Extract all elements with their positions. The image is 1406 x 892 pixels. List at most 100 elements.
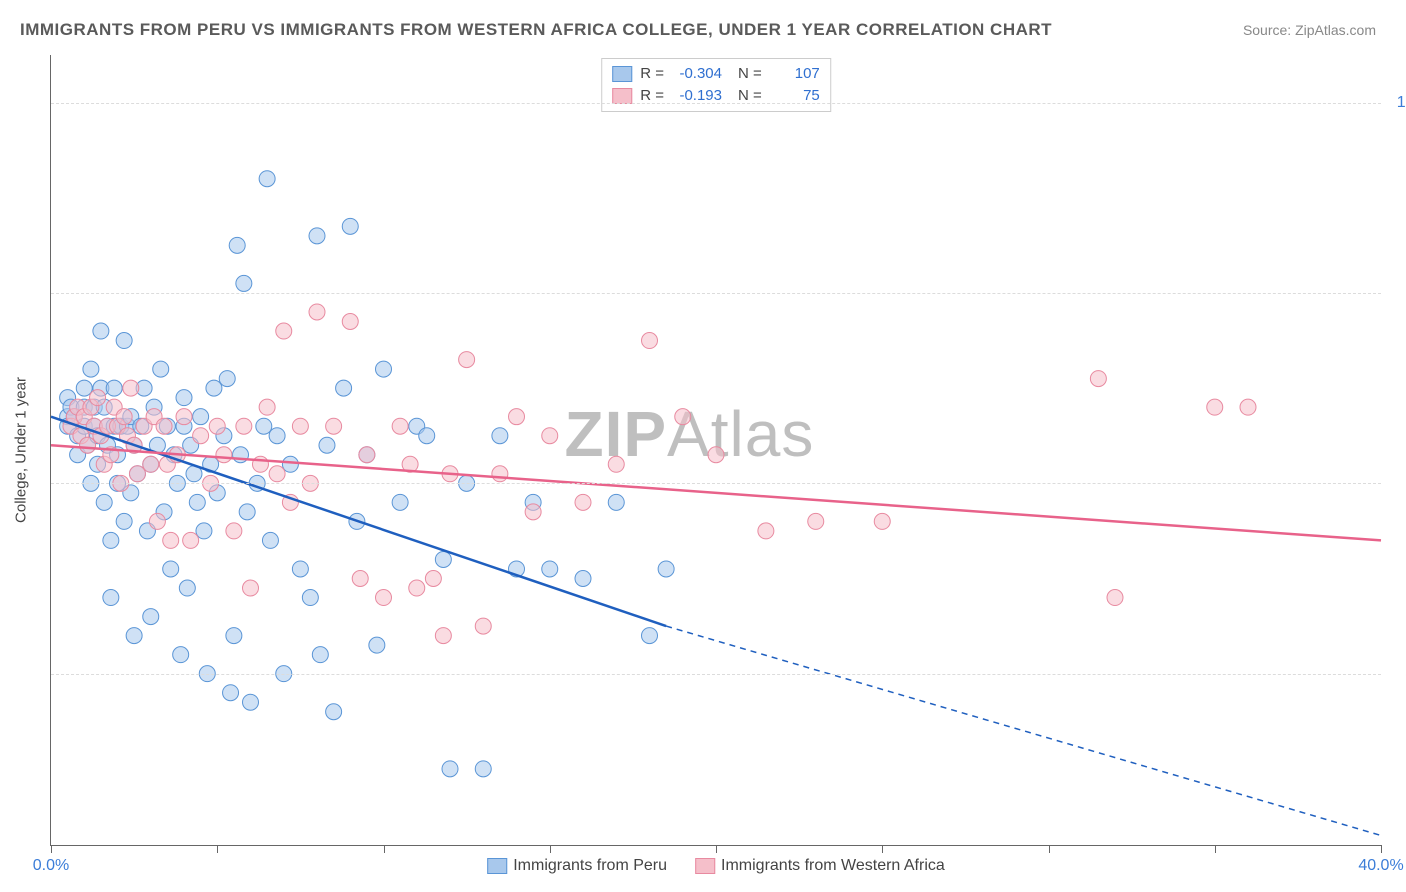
scatter-point-wafrica [376, 590, 392, 606]
scatter-point-wafrica [509, 409, 525, 425]
scatter-point-wafrica [642, 333, 658, 349]
scatter-point-wafrica [708, 447, 724, 463]
swatch-icon [612, 66, 632, 82]
scatter-point-wafrica [874, 513, 890, 529]
scatter-point-wafrica [392, 418, 408, 434]
scatter-point-wafrica [342, 314, 358, 330]
scatter-point-wafrica [116, 409, 132, 425]
scatter-point-peru [193, 409, 209, 425]
swatch-icon [487, 858, 507, 874]
r-value: -0.193 [672, 85, 722, 107]
scatter-point-peru [312, 647, 328, 663]
scatter-point-peru [223, 685, 239, 701]
scatter-point-wafrica [176, 409, 192, 425]
scatter-point-peru [376, 361, 392, 377]
scatter-point-peru [219, 371, 235, 387]
scatter-point-wafrica [608, 456, 624, 472]
x-tick [716, 845, 717, 853]
x-tick [1049, 845, 1050, 853]
scatter-point-peru [236, 275, 252, 291]
scatter-point-peru [229, 237, 245, 253]
scatter-point-peru [106, 380, 122, 396]
scatter-point-peru [239, 504, 255, 520]
scatter-point-peru [282, 456, 298, 472]
plot-area: College, Under 1 year ZIPAtlas R =-0.304… [50, 55, 1381, 846]
scatter-point-wafrica [1107, 590, 1123, 606]
trendline-extrapolated-peru [666, 626, 1381, 835]
scatter-point-peru [326, 704, 342, 720]
y-tick-label: 80.0% [1391, 284, 1406, 302]
gridline [51, 483, 1381, 484]
scatter-point-wafrica [352, 570, 368, 586]
stats-row-peru: R =-0.304N =107 [612, 63, 820, 85]
chart-container: College, Under 1 year ZIPAtlas R =-0.304… [50, 55, 1380, 845]
x-tick-label: 0.0% [33, 857, 69, 875]
scatter-point-wafrica [575, 494, 591, 510]
scatter-point-wafrica [123, 380, 139, 396]
scatter-point-wafrica [193, 428, 209, 444]
scatter-point-wafrica [359, 447, 375, 463]
scatter-point-wafrica [149, 513, 165, 529]
scatter-point-wafrica [525, 504, 541, 520]
scatter-point-wafrica [129, 466, 145, 482]
scatter-point-peru [176, 390, 192, 406]
scatter-point-peru [269, 428, 285, 444]
scatter-point-peru [93, 323, 109, 339]
scatter-point-peru [116, 333, 132, 349]
scatter-point-wafrica [492, 466, 508, 482]
scatter-point-peru [608, 494, 624, 510]
x-tick [217, 845, 218, 853]
scatter-point-peru [336, 380, 352, 396]
legend-label: Immigrants from Peru [513, 857, 667, 875]
scatter-point-peru [369, 637, 385, 653]
scatter-point-peru [163, 561, 179, 577]
scatter-point-wafrica [209, 418, 225, 434]
scatter-point-peru [342, 218, 358, 234]
scatter-point-peru [392, 494, 408, 510]
scatter-point-peru [243, 694, 259, 710]
plot-svg [51, 55, 1381, 845]
scatter-point-peru [435, 551, 451, 567]
scatter-point-peru [475, 761, 491, 777]
scatter-point-wafrica [758, 523, 774, 539]
scatter-point-peru [83, 361, 99, 377]
scatter-point-peru [103, 590, 119, 606]
scatter-point-wafrica [292, 418, 308, 434]
bottom-legend: Immigrants from Peru Immigrants from West… [487, 857, 945, 875]
n-label: N = [738, 63, 762, 85]
scatter-point-wafrica [90, 390, 106, 406]
scatter-point-wafrica [269, 466, 285, 482]
scatter-point-wafrica [459, 352, 475, 368]
scatter-point-peru [189, 494, 205, 510]
scatter-point-wafrica [675, 409, 691, 425]
scatter-point-wafrica [216, 447, 232, 463]
x-tick [51, 845, 52, 853]
r-label: R = [640, 63, 664, 85]
y-tick-label: 60.0% [1391, 474, 1406, 492]
scatter-point-peru [226, 628, 242, 644]
r-label: R = [640, 85, 664, 107]
x-tick [550, 845, 551, 853]
stats-row-wafrica: R =-0.193N =75 [612, 85, 820, 107]
stats-legend: R =-0.304N =107R = -0.193 N = 75 [601, 58, 831, 112]
x-tick [882, 845, 883, 853]
scatter-point-peru [492, 428, 508, 444]
scatter-point-wafrica [542, 428, 558, 444]
y-axis-title: College, Under 1 year [13, 377, 30, 523]
scatter-point-peru [319, 437, 335, 453]
scatter-point-wafrica [163, 532, 179, 548]
scatter-point-wafrica [1090, 371, 1106, 387]
scatter-point-wafrica [808, 513, 824, 529]
x-tick-label: 40.0% [1358, 857, 1403, 875]
scatter-point-peru [96, 494, 112, 510]
scatter-point-wafrica [226, 523, 242, 539]
scatter-point-peru [116, 513, 132, 529]
scatter-point-peru [196, 523, 212, 539]
scatter-point-peru [302, 590, 318, 606]
y-tick-label: 100.0% [1391, 94, 1406, 112]
scatter-point-peru [153, 361, 169, 377]
legend-item-wafrica: Immigrants from Western Africa [695, 857, 945, 875]
scatter-point-wafrica [425, 570, 441, 586]
n-value: 75 [770, 85, 820, 107]
gridline [51, 103, 1381, 104]
